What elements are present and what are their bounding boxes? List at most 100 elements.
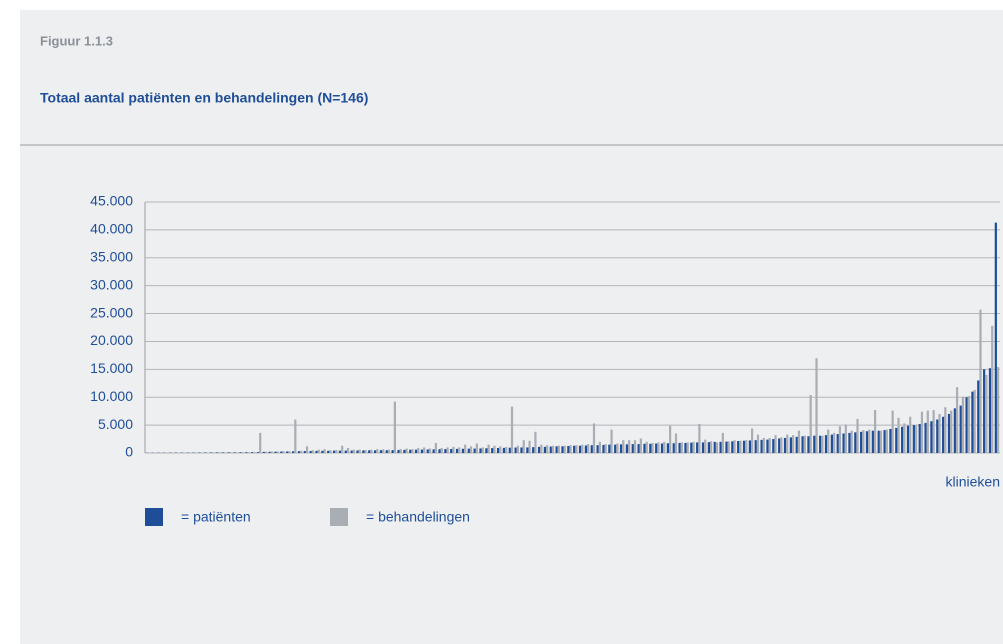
bar (288, 451, 291, 453)
bar (575, 445, 578, 453)
bar (669, 425, 672, 453)
bar (397, 449, 400, 453)
bar (791, 435, 795, 453)
bar (727, 441, 730, 453)
bar (813, 435, 816, 453)
bar (198, 452, 201, 453)
bar (733, 440, 736, 453)
bar (557, 445, 560, 453)
bar (748, 440, 751, 453)
bar (282, 451, 285, 453)
bar (897, 417, 900, 453)
bar (464, 444, 467, 453)
bar (610, 429, 613, 453)
bar (286, 451, 289, 453)
bar (584, 445, 588, 453)
y-tick-label: 20.000 (90, 332, 133, 348)
bar (614, 444, 617, 453)
bar (590, 445, 593, 453)
bar (965, 397, 968, 453)
bar (385, 450, 388, 453)
bar (696, 442, 699, 453)
bar (250, 452, 254, 453)
bar (505, 446, 508, 453)
bar (678, 442, 681, 453)
bar (305, 446, 309, 453)
bar (434, 442, 437, 453)
bar (996, 367, 1000, 453)
chart-title: Totaal aantal patiënten en behandelingen… (40, 90, 368, 106)
bar (338, 450, 342, 453)
bar (604, 444, 607, 453)
bar (379, 450, 383, 453)
bar (950, 410, 953, 453)
bar (967, 396, 970, 453)
bar (797, 430, 801, 453)
bar (241, 452, 244, 453)
bar (704, 439, 707, 453)
bar (327, 450, 330, 453)
bar (212, 452, 215, 453)
bar (844, 424, 847, 453)
bar (270, 451, 274, 453)
bar (660, 443, 664, 453)
bar (346, 447, 350, 453)
bar (666, 443, 670, 453)
bar (877, 430, 880, 453)
bar (420, 449, 424, 453)
bar (264, 451, 268, 453)
bar (411, 449, 414, 453)
bar (561, 446, 564, 453)
bar (803, 435, 806, 453)
bar (549, 446, 552, 453)
bar (352, 449, 356, 453)
bar (356, 450, 359, 453)
bar (906, 425, 910, 453)
bar (768, 437, 771, 453)
bar (701, 442, 705, 453)
y-tick-label: 45.000 (90, 193, 133, 209)
bar (516, 445, 519, 453)
bar (274, 451, 277, 453)
bar (344, 450, 347, 453)
bar (801, 436, 804, 453)
bar (485, 448, 488, 453)
bar (795, 436, 798, 453)
bar (581, 444, 584, 453)
bar (317, 449, 320, 453)
bar (983, 369, 986, 453)
bar (297, 451, 301, 453)
bar (780, 437, 783, 453)
bar (719, 441, 722, 453)
y-tick-label: 0 (125, 444, 133, 460)
bar (824, 435, 828, 453)
bar (423, 447, 426, 453)
bar (514, 447, 517, 453)
bar (526, 447, 529, 453)
bar (200, 452, 203, 453)
bar (645, 441, 648, 453)
bar (473, 448, 476, 453)
bar (259, 432, 262, 453)
bar (830, 434, 833, 453)
bar (458, 447, 461, 453)
bar (930, 421, 933, 453)
bar (192, 452, 195, 453)
bar (510, 406, 514, 453)
bar (848, 432, 851, 453)
bar (988, 368, 992, 453)
bar (832, 432, 836, 453)
bar (692, 441, 695, 453)
x-axis-label: klinieken (946, 474, 1000, 490)
bar (871, 430, 874, 453)
bar (651, 442, 654, 453)
bar (745, 440, 748, 453)
bar (854, 432, 857, 453)
bar (786, 434, 789, 453)
bar (350, 450, 353, 453)
bar (487, 444, 490, 453)
bar (493, 445, 496, 453)
bar (592, 423, 596, 453)
bar (821, 435, 824, 453)
bar (598, 441, 601, 453)
